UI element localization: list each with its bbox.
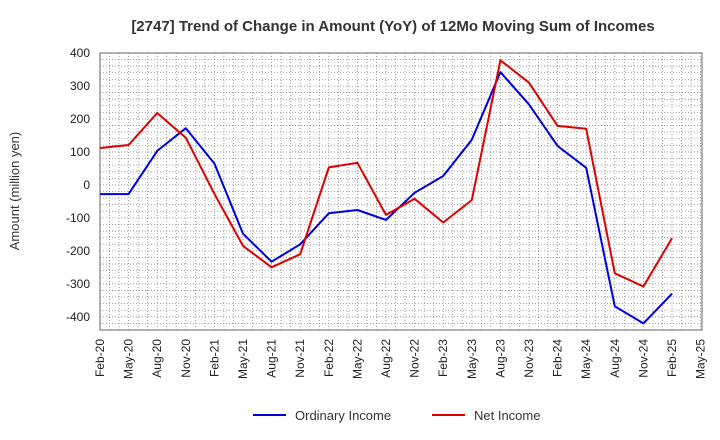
x-tick-label: May-23 — [465, 339, 479, 379]
x-axis-ticks: Feb-20 May-20 Aug-20 Nov-20 Feb-21 May-21 Aug-… — [93, 339, 708, 379]
x-tick-label: Aug-23 — [493, 339, 507, 378]
y-tick-label: 200 — [70, 112, 90, 126]
x-tick-label: Nov-20 — [179, 339, 193, 378]
series-line-net-income — [99, 59, 673, 288]
y-axis-label: Amount (million yen) — [7, 132, 22, 251]
x-tick-label: May-25 — [694, 339, 708, 379]
x-tick-label: Feb-20 — [93, 339, 107, 377]
legend-label: Net Income — [474, 408, 540, 423]
y-tick-label: 400 — [70, 46, 90, 60]
x-tick-label: May-21 — [236, 339, 250, 379]
y-tick-label: -400 — [66, 310, 90, 324]
y-tick-label: -300 — [66, 277, 90, 291]
x-tick-label: Aug-22 — [379, 339, 393, 378]
chart-title: [2747] Trend of Change in Amount (YoY) o… — [131, 18, 654, 35]
x-tick-label: Nov-21 — [293, 339, 307, 378]
x-tick-label: May-22 — [350, 339, 364, 379]
y-tick-label: -200 — [66, 244, 90, 258]
legend-label: Ordinary Income — [295, 408, 391, 423]
x-tick-label: May-24 — [579, 339, 593, 379]
legend: Ordinary Income Net Income — [253, 408, 540, 423]
y-axis-ticks: 400 300 200 100 0 -100 -200 -300 -400 — [66, 46, 90, 324]
plot-area — [99, 52, 703, 331]
y-tick-label: 300 — [70, 79, 90, 93]
x-tick-label: Feb-23 — [436, 339, 450, 377]
x-tick-label: Feb-22 — [322, 339, 336, 377]
y-tick-label: -100 — [66, 211, 90, 225]
x-tick-label: Feb-24 — [551, 339, 565, 377]
x-tick-label: Nov-24 — [636, 339, 650, 378]
y-tick-label: 100 — [70, 145, 90, 159]
series-lines — [99, 59, 673, 325]
x-tick-label: Aug-21 — [265, 339, 279, 378]
y-tick-label: 0 — [83, 178, 90, 192]
x-tick-label: Aug-20 — [150, 339, 164, 378]
x-tick-label: Aug-24 — [608, 339, 622, 378]
series-line-ordinary-income — [100, 71, 673, 325]
x-tick-label: Nov-23 — [522, 339, 536, 378]
x-tick-label: Nov-22 — [408, 339, 422, 378]
x-tick-label: Feb-25 — [665, 339, 679, 377]
x-tick-label: Feb-21 — [207, 339, 221, 377]
x-tick-label: May-20 — [122, 339, 136, 379]
grid-lines — [100, 53, 702, 330]
